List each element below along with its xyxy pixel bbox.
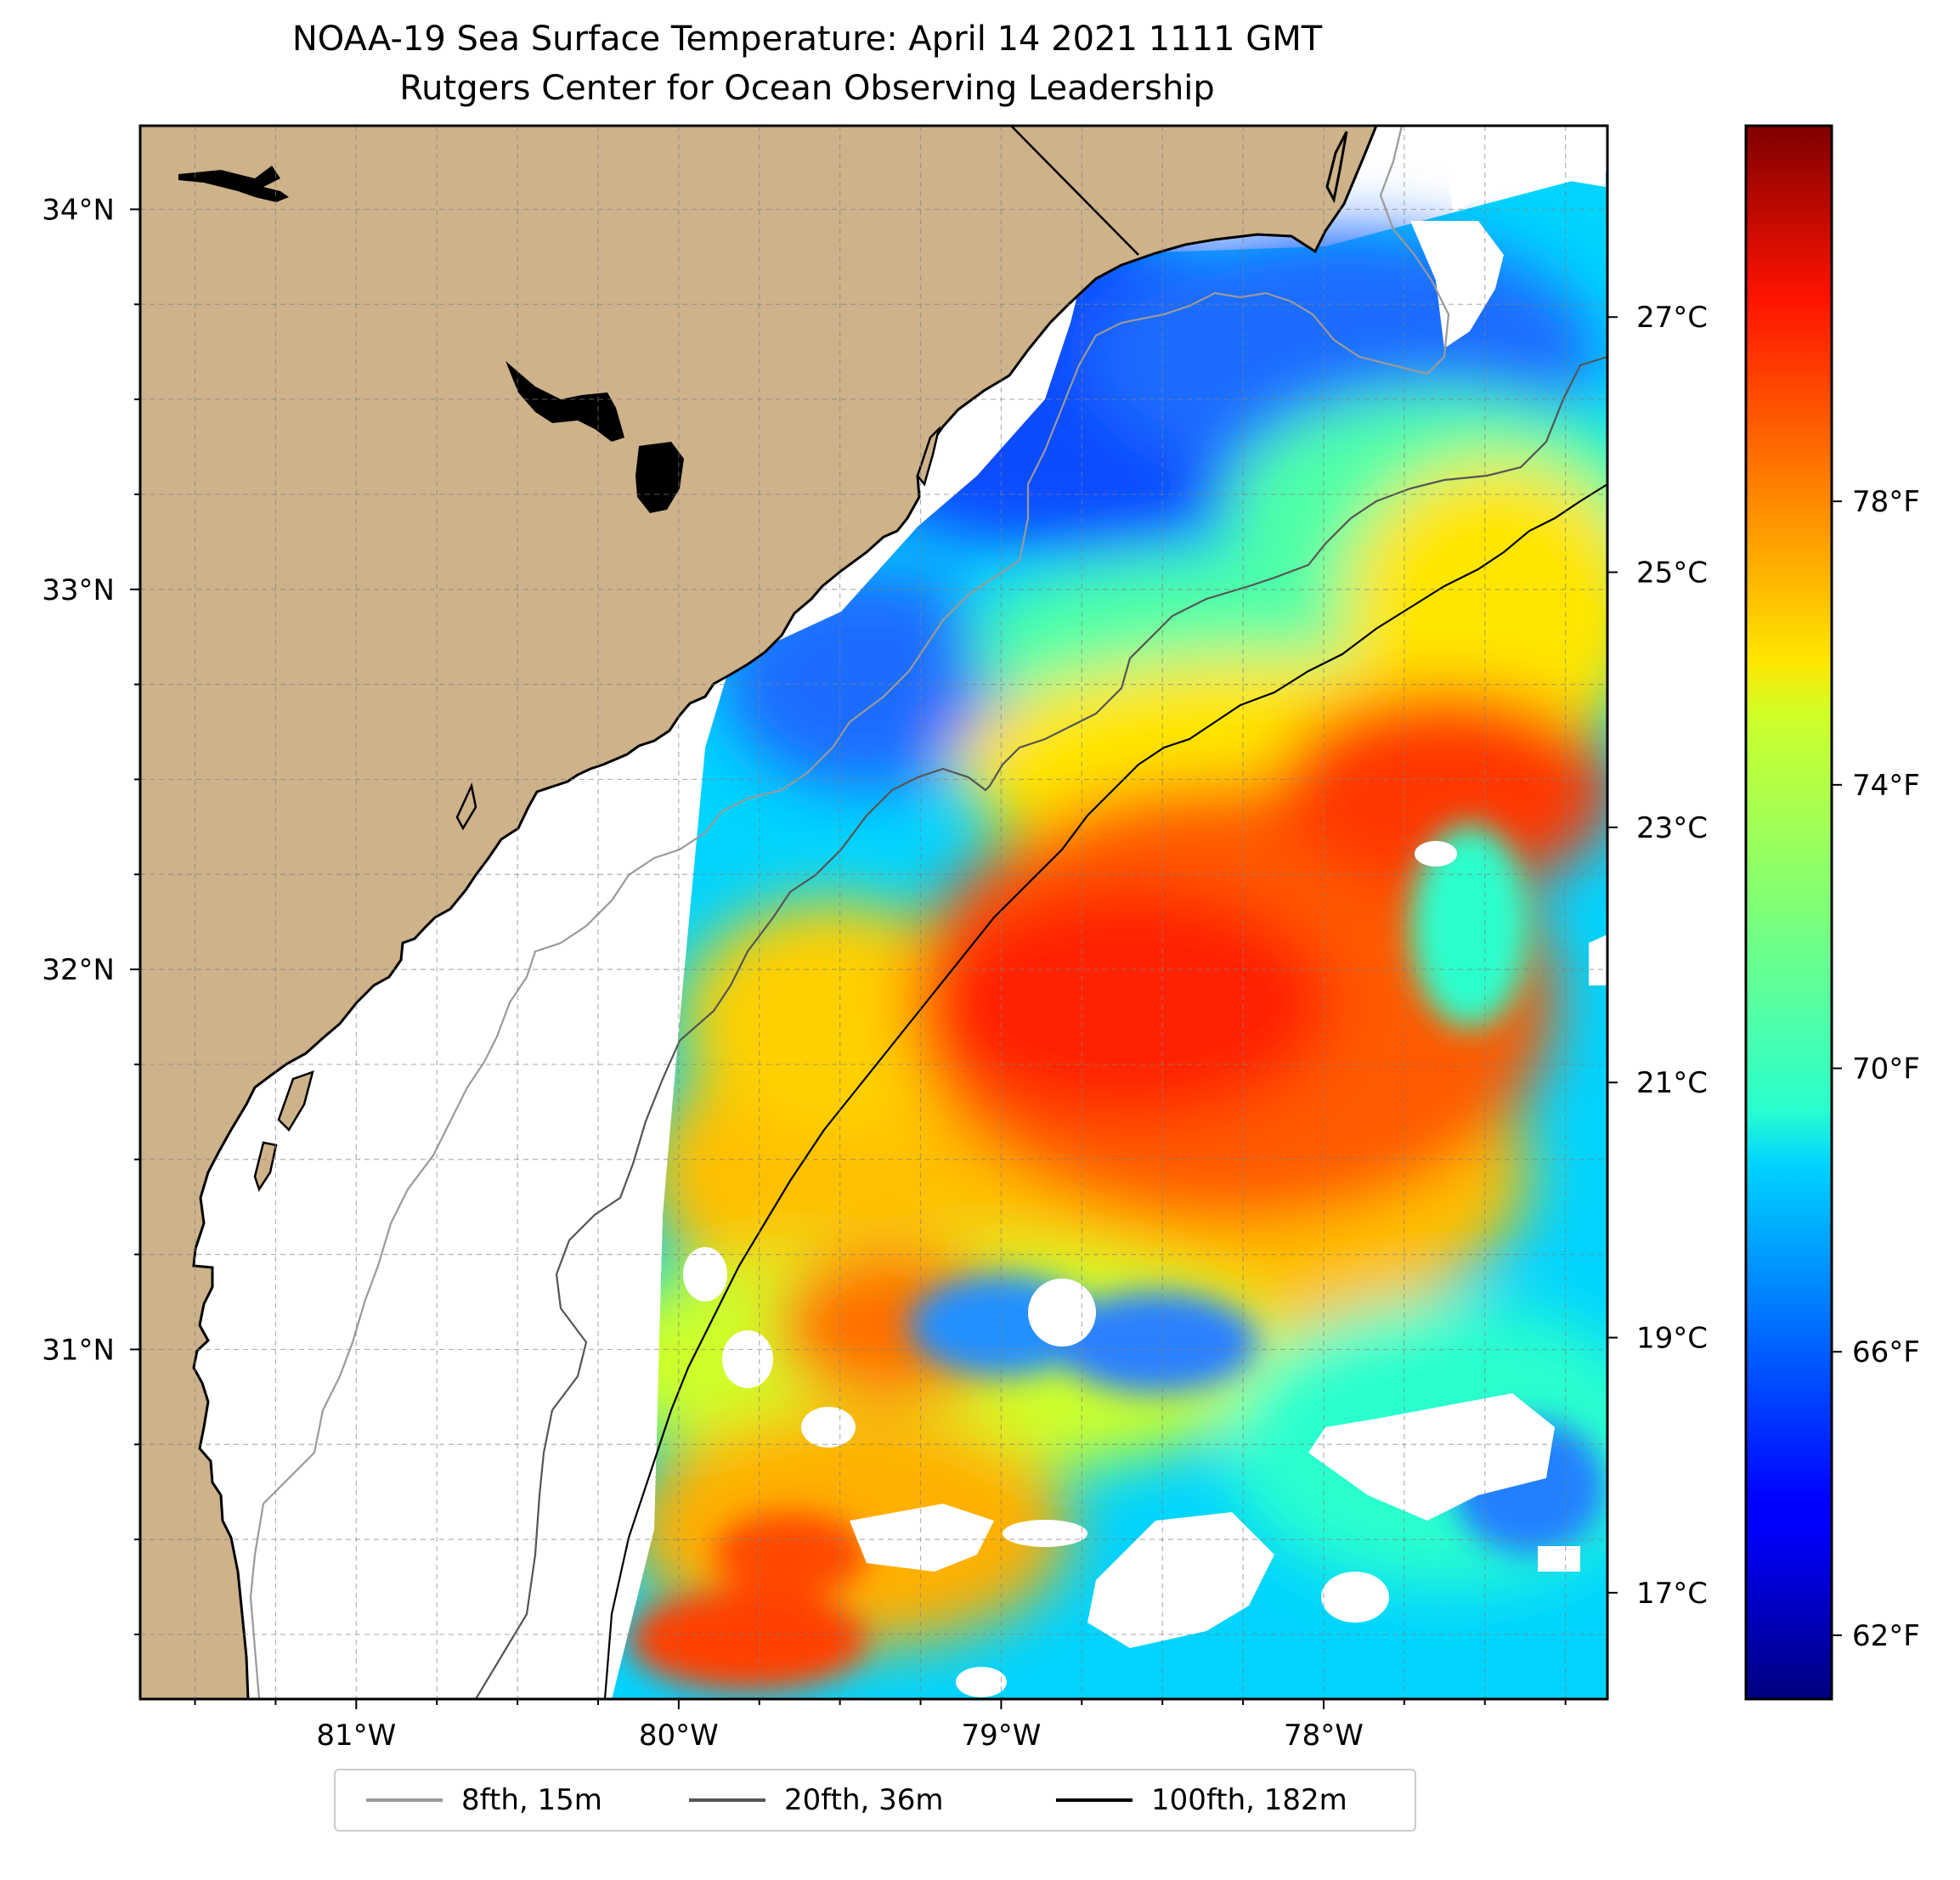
colorbar-label-c: 19°C: [1636, 1322, 1708, 1356]
colorbar-label-f: 66°F: [1852, 1335, 1920, 1369]
graticule: [140, 126, 1607, 1699]
colorbar-label-f: 62°F: [1852, 1619, 1920, 1653]
colorbar-label-f: 70°F: [1852, 1053, 1920, 1087]
colorbar-label-c: 25°C: [1636, 556, 1708, 590]
legend-swatch-20fth: [689, 1798, 765, 1802]
colorbar-label-c: 23°C: [1636, 811, 1708, 845]
contour-8fth: [249, 126, 1450, 1699]
lon-tick-label: 78°W: [1284, 1719, 1364, 1753]
colorbar: 78°F 74°F 70°F 66°F 62°F 27°C 25°C 23°C 21°C 19°C…: [1607, 124, 1920, 1701]
land-area: [140, 126, 1378, 1699]
lat-tick-label: 32°N: [42, 953, 115, 987]
colorbar-label-c: 17°C: [1636, 1577, 1708, 1611]
lakes: [178, 166, 684, 513]
legend-swatch-100fth: [1056, 1798, 1133, 1802]
bathymetry-contours: [249, 126, 1607, 1699]
lat-tick-label: 31°N: [42, 1333, 115, 1367]
chart-subtitle: Rutgers Center for Ocean Observing Leade…: [399, 69, 1215, 108]
lat-tick-label: 33°N: [42, 573, 115, 607]
legend-item-8fth: 8fth, 15m: [366, 1770, 602, 1830]
lon-tick-label: 81°W: [316, 1719, 396, 1753]
legend-label-20fth: 20fth, 36m: [784, 1783, 944, 1817]
contour-20fth: [475, 355, 1607, 1699]
colorbar-label-f: 78°F: [1852, 485, 1920, 519]
legend-item-20fth: 20fth, 36m: [689, 1770, 944, 1830]
colorbar-label-f: 74°F: [1852, 769, 1920, 803]
legend-label-100fth: 100fth, 182m: [1151, 1783, 1347, 1817]
legend-swatch-8fth: [366, 1798, 443, 1802]
lon-tick-label: 80°W: [639, 1719, 719, 1753]
map-axes: 81°W 80°W 79°W 78°W 34°N 33°N 32°N 31°N: [42, 193, 1567, 1753]
colorbar-gradient: [1744, 124, 1833, 1701]
contour-100fth: [603, 483, 1607, 1699]
lon-tick-label: 79°W: [961, 1719, 1041, 1753]
lat-tick-label: 34°N: [42, 193, 115, 227]
map-area: [140, 126, 1607, 1699]
chart-title: NOAA-19 Sea Surface Temperature: April 1…: [291, 20, 1323, 59]
colorbar-label-c: 27°C: [1636, 301, 1708, 335]
legend-label-8fth: 8fth, 15m: [461, 1783, 602, 1817]
legend-item-100fth: 100fth, 182m: [1056, 1770, 1347, 1830]
contour-legend: 8fth, 15m 20fth, 36m 100fth, 182m: [334, 1769, 1416, 1832]
colorbar-label-c: 21°C: [1636, 1066, 1708, 1100]
map-frame: [138, 124, 1609, 1701]
state-border: [1010, 126, 1139, 256]
